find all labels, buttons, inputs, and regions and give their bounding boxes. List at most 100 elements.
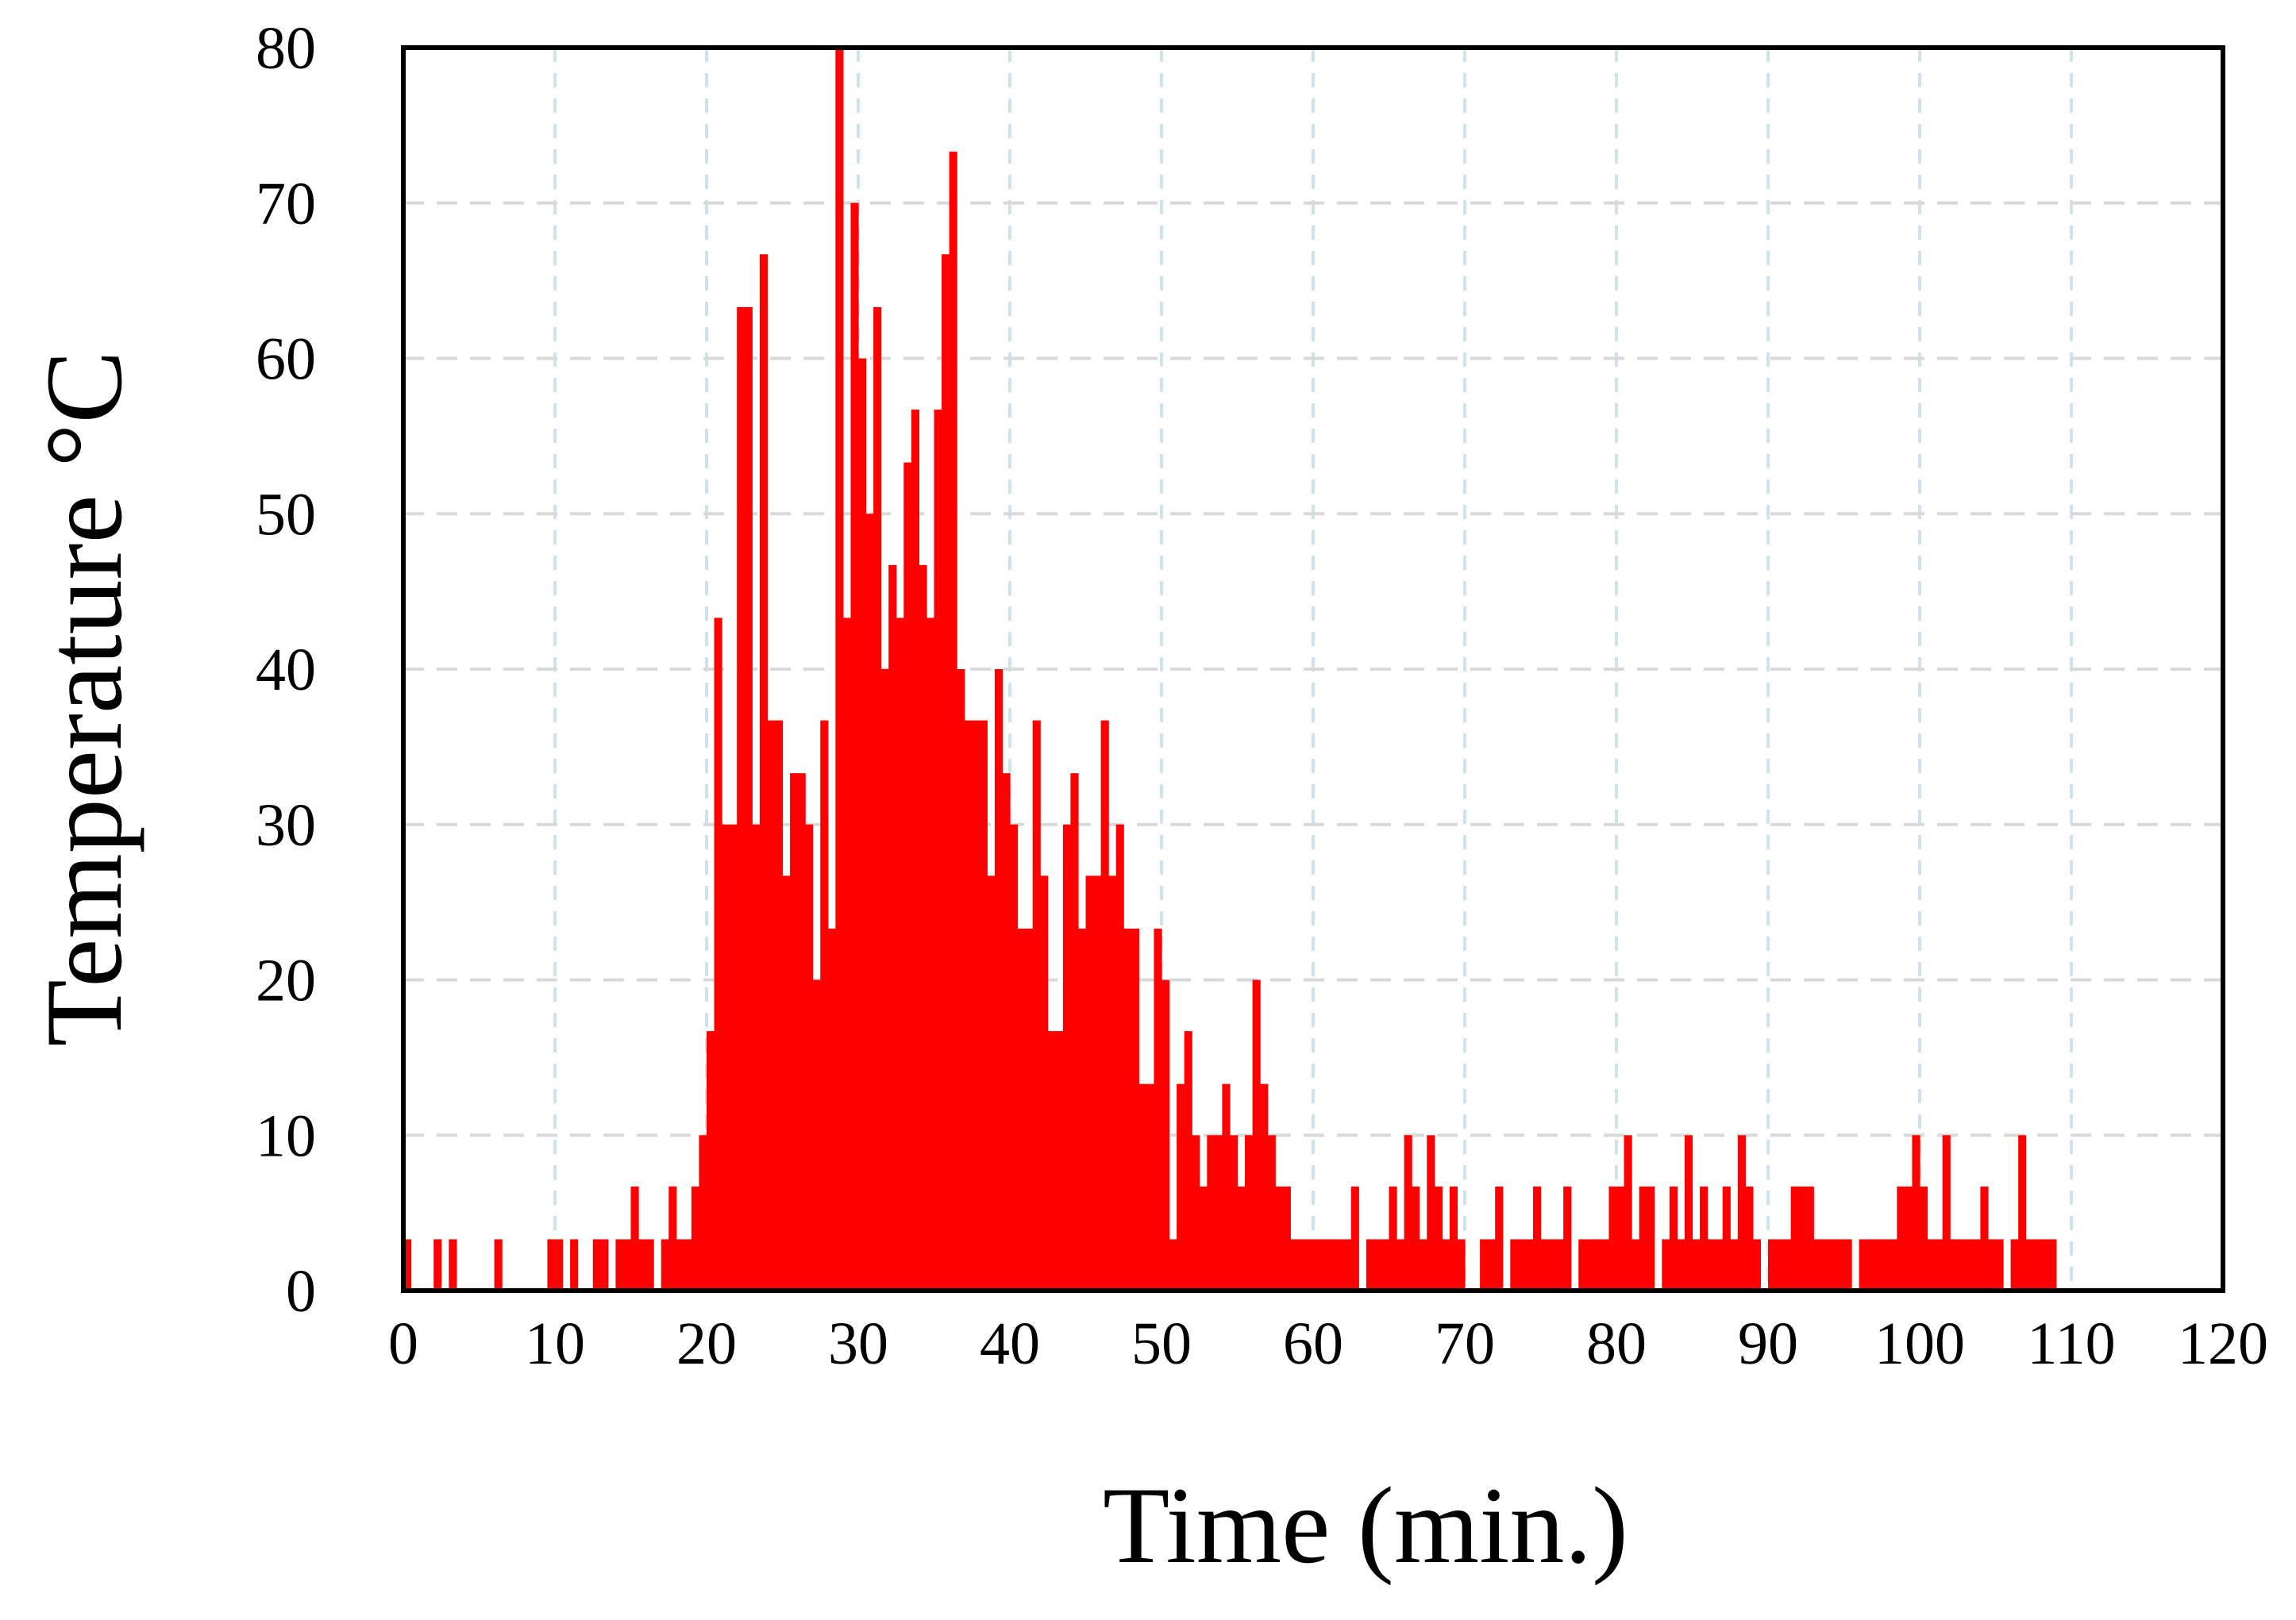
bar [691, 1186, 700, 1291]
bar [1828, 1239, 1837, 1291]
bar [1775, 1239, 1784, 1291]
bar [782, 875, 791, 1291]
bar [1389, 1186, 1397, 1291]
bar [1396, 1239, 1405, 1291]
bar [699, 1135, 707, 1291]
bar [805, 824, 814, 1291]
y-tick-label: 20 [256, 948, 316, 1014]
bar [1207, 1135, 1215, 1291]
bar [729, 824, 738, 1291]
bar [1616, 1186, 1625, 1291]
bar [1419, 1239, 1427, 1291]
bar [1237, 1186, 1246, 1291]
bar [1935, 1239, 1944, 1291]
bar [433, 1239, 442, 1291]
bar [790, 773, 799, 1291]
bar [1161, 979, 1170, 1291]
bar [1229, 1135, 1239, 1291]
y-tick-label: 80 [256, 15, 316, 82]
bar [1131, 928, 1139, 1291]
bar [1882, 1239, 1890, 1291]
bar [1608, 1186, 1617, 1291]
bar [1495, 1186, 1504, 1291]
bar [622, 1239, 632, 1291]
bar [1055, 1031, 1064, 1291]
bar [1866, 1239, 1875, 1291]
bar [1100, 720, 1109, 1291]
bar [1146, 1083, 1155, 1291]
x-tick-label: 90 [1738, 1310, 1798, 1377]
bar [1647, 1186, 1655, 1291]
bar [850, 202, 859, 1291]
bar [1783, 1239, 1792, 1291]
bar [1449, 1186, 1458, 1291]
bar [1684, 1135, 1693, 1291]
bar [1555, 1239, 1564, 1291]
bar [1805, 1186, 1814, 1291]
bar [1510, 1239, 1519, 1291]
y-axis-tick-labels: 0 10 20 30 40 50 60 70 80 [256, 15, 316, 1325]
bar [1920, 1186, 1928, 1291]
y-tick-label: 30 [256, 792, 316, 859]
bar [737, 306, 745, 1291]
x-tick-label: 40 [980, 1310, 1040, 1377]
bar [1942, 1135, 1951, 1291]
x-axis-tick-labels: 0 10 20 30 40 50 60 70 80 90 100 110 120 [388, 1310, 2268, 1377]
bar [1585, 1239, 1594, 1291]
bar [615, 1239, 624, 1291]
bar [1480, 1239, 1489, 1291]
y-tick-label: 60 [256, 326, 316, 393]
bar [1320, 1239, 1329, 1291]
bar [979, 720, 988, 1291]
bar [1245, 1135, 1254, 1291]
bar [1047, 1031, 1056, 1291]
bar [1578, 1239, 1587, 1291]
bar [812, 979, 821, 1291]
bar [820, 720, 829, 1291]
bar [865, 514, 874, 1291]
bar [1631, 1239, 1640, 1291]
bar [1859, 1239, 1867, 1291]
bar [1745, 1186, 1754, 1291]
bar [645, 1239, 654, 1291]
x-tick-label: 110 [2027, 1310, 2115, 1377]
bar [842, 618, 852, 1291]
bar [1297, 1239, 1307, 1291]
bar [1154, 928, 1162, 1291]
bar [676, 1239, 684, 1291]
bar [1525, 1239, 1534, 1291]
bar [1487, 1239, 1496, 1291]
bar [1373, 1239, 1382, 1291]
x-tick-label: 10 [525, 1310, 585, 1377]
bar [1085, 875, 1094, 1291]
bar [774, 720, 784, 1291]
bar [1548, 1239, 1557, 1291]
bar [1722, 1186, 1731, 1291]
bar [1350, 1186, 1359, 1291]
bar [1972, 1239, 1981, 1291]
bar [2010, 1239, 2019, 1291]
y-tick-label: 10 [256, 1102, 316, 1169]
plot-frame [401, 45, 2225, 1293]
bar [903, 462, 912, 1291]
bar [1677, 1239, 1685, 1291]
bar [964, 720, 973, 1291]
bar [1343, 1239, 1352, 1291]
bar [2025, 1239, 2034, 1291]
bar [1138, 1083, 1147, 1291]
bar [1624, 1135, 1632, 1291]
bar [1730, 1239, 1739, 1291]
bar [449, 1239, 457, 1291]
x-tick-label: 80 [1586, 1310, 1647, 1377]
y-tick-label: 0 [286, 1258, 316, 1325]
bar [1836, 1239, 1845, 1291]
bar [949, 152, 957, 1291]
bar [1305, 1239, 1314, 1291]
bar [403, 1239, 412, 1291]
x-tick-label: 60 [1283, 1310, 1343, 1377]
bar [1062, 824, 1071, 1291]
bar [1715, 1239, 1724, 1291]
bar [752, 824, 761, 1291]
bar [1381, 1239, 1390, 1291]
